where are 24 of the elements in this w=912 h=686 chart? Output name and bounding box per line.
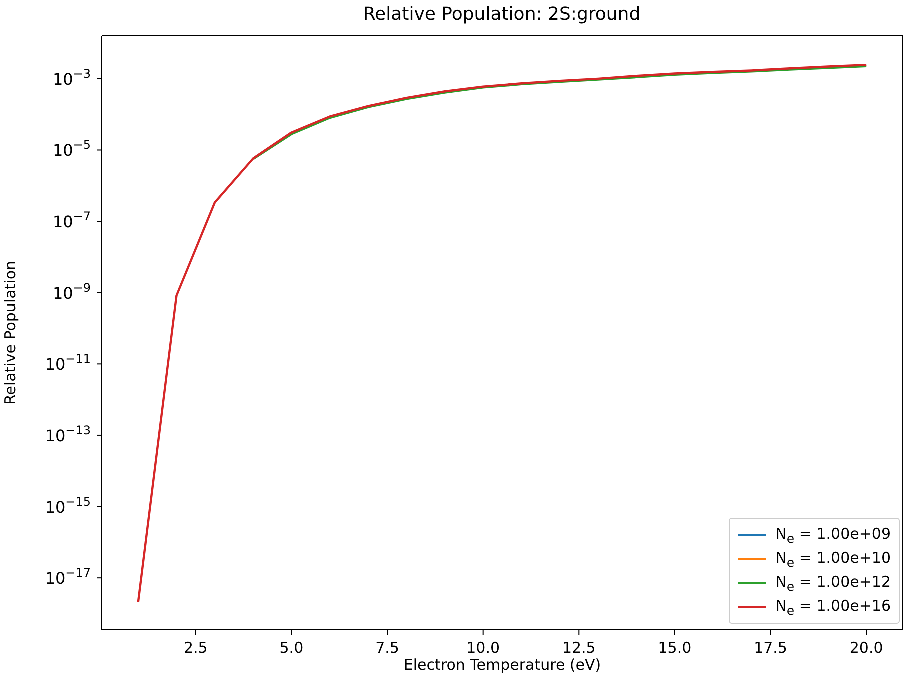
- x-tick-label: 17.5: [754, 639, 788, 657]
- legend-label: N$_{e}$ = 1.00e+10: [776, 548, 891, 570]
- y-tick-label: 10$^{−17}$: [45, 566, 91, 588]
- y-tick-label: 10$^{−5}$: [52, 138, 91, 160]
- x-tick-label: 20.0: [850, 639, 884, 657]
- x-tick-label: 12.5: [562, 639, 596, 657]
- line-series: [252, 65, 868, 160]
- legend-label: N$_{e}$ = 1.00e+12: [776, 572, 891, 594]
- y-tick-label: 10$^{−7}$: [52, 210, 91, 232]
- x-tick-label: 15.0: [658, 639, 692, 657]
- x-axis-title: Electron Temperature (eV): [404, 656, 602, 674]
- y-tick-label: 10$^{−9}$: [52, 280, 91, 303]
- chart-title: Relative Population: 2S:ground: [362, 4, 642, 25]
- y-tick-label: 10$^{−11}$: [45, 352, 91, 374]
- x-tick-label: 10.0: [466, 639, 500, 657]
- y-tick-label: 10$^{−15}$: [45, 494, 91, 517]
- x-tick-label: 2.5: [184, 639, 208, 657]
- y-tick-label: 10$^{−3}$: [52, 66, 91, 89]
- y-tick-label: 10$^{−13}$: [45, 423, 91, 446]
- x-tick-label: 7.5: [376, 639, 400, 657]
- legend-label: N$_{e}$ = 1.00e+09: [776, 524, 891, 546]
- x-tick-label: 5.0: [280, 639, 304, 657]
- legend-label: N$_{e}$ = 1.00e+16: [776, 596, 891, 618]
- y-axis-title: Relative Population: [1, 260, 20, 406]
